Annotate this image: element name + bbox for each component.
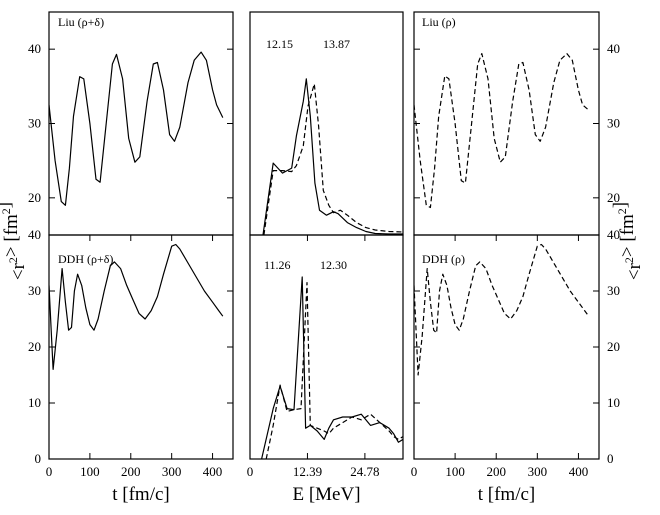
- series-line-solid: [261, 276, 403, 459]
- x-tick-label: 0: [411, 464, 418, 479]
- series-line-liu-: [49, 51, 224, 206]
- y-tick-label: 20: [607, 339, 620, 354]
- x-tick-label: 300: [528, 464, 548, 479]
- y-tick-label: 10: [607, 395, 620, 410]
- series-line-dashed: [263, 83, 403, 235]
- x-tick-label: 300: [162, 464, 182, 479]
- y-tick-label: 10: [28, 395, 41, 410]
- x-tick-label: 0: [247, 464, 254, 479]
- panel-label: Liu (ρ): [422, 15, 456, 29]
- x-tick-label: 100: [445, 464, 465, 479]
- panel-label: Liu (ρ+δ): [58, 15, 104, 29]
- y-tick-label: 0: [35, 451, 42, 466]
- y-axis-title-right: <r2> [fm2]: [610, 202, 645, 280]
- x-tick-label: 24.78: [350, 464, 379, 479]
- panel-strength-bottom: 0 12.39 24.78 E [MeV] 11.26 12.30: [247, 234, 404, 505]
- y-tick-label: 30: [607, 283, 620, 298]
- x-tick-label: 0: [46, 464, 53, 479]
- panel-label: DDH (ρ+δ): [58, 252, 113, 266]
- series-line-liu-: [414, 52, 590, 209]
- y-tick-label: 40: [607, 227, 620, 242]
- y-tick-label: 20: [28, 190, 41, 205]
- y-tick-label: 20: [607, 190, 620, 205]
- peak-energy-label: 11.26: [264, 258, 291, 272]
- y-tick-label: 30: [28, 283, 41, 298]
- panel-frame: [48, 11, 234, 236]
- series-line-ddh-: [414, 243, 590, 376]
- x-axis-title: t [fm/c]: [478, 484, 536, 505]
- series-line-ddh-: [49, 243, 224, 370]
- x-tick-label: 100: [80, 464, 100, 479]
- y-tick-label: 30: [28, 116, 41, 131]
- y-axis-title-left: <r2> [fm2]: [0, 202, 29, 280]
- y-tick-label: 20: [28, 339, 41, 354]
- x-tick-label: 12.39: [293, 464, 322, 479]
- panel-frame: [249, 234, 404, 460]
- panel-frame: [413, 11, 600, 236]
- y-tick-label: 0: [607, 451, 614, 466]
- y-tick-label: 40: [607, 41, 620, 56]
- x-tick-label: 400: [203, 464, 223, 479]
- x-axis-title: t [fm/c]: [112, 484, 170, 505]
- series-line-dashed: [265, 282, 403, 459]
- series-line-solid: [262, 78, 403, 235]
- peak-energy-label: 12.30: [320, 258, 347, 272]
- y-tick-label: 40: [28, 41, 41, 56]
- x-tick-label: 400: [569, 464, 589, 479]
- panel-frame: [48, 234, 234, 460]
- panel-liu-rho-delta: 20 30 40 Liu (ρ+δ): [28, 11, 234, 236]
- peak-energy-label: 13.87: [323, 37, 350, 51]
- y-tick-label: 40: [28, 227, 41, 242]
- panel-liu-rho: 20 30 40 Liu (ρ): [413, 11, 620, 236]
- panel-frame: [413, 234, 600, 460]
- x-tick-label: 200: [486, 464, 506, 479]
- x-axis-title: E [MeV]: [292, 484, 360, 505]
- peak-energy-label: 12.15: [266, 37, 293, 51]
- panel-label: DDH (ρ): [422, 252, 465, 266]
- panel-strength-top: 12.15 13.87: [249, 11, 404, 236]
- x-tick-label: 200: [121, 464, 141, 479]
- y-tick-label: 30: [607, 116, 620, 131]
